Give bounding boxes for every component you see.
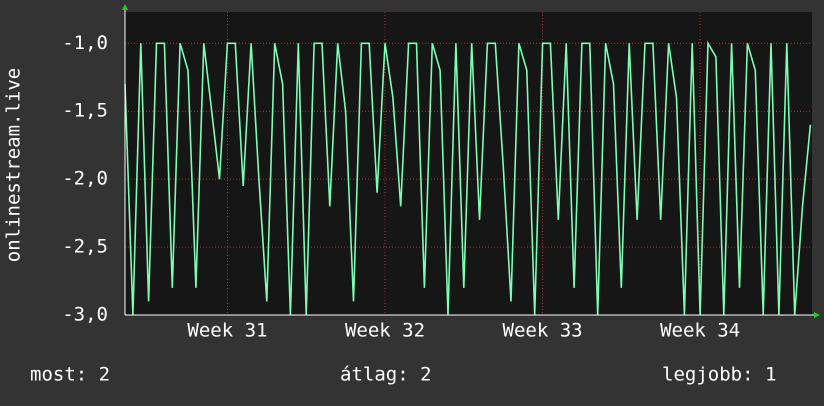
x-tick-label: Week 32 <box>345 320 425 342</box>
x-tick-label: Week 33 <box>503 320 583 342</box>
y-tick-label: -2,5 <box>62 236 108 258</box>
axis-arrow <box>122 4 128 10</box>
data-line <box>124 40 812 316</box>
x-tick-label: Week 31 <box>187 320 267 342</box>
stat-label: legjobb: 1 <box>662 364 776 386</box>
y-axis-label: onlinestream.live <box>3 68 25 262</box>
y-tick-label: -1,0 <box>62 32 108 54</box>
stat-label: átlag: 2 <box>340 364 432 386</box>
y-tick-label: -1,5 <box>62 100 108 122</box>
y-tick-label: -2,0 <box>62 168 108 190</box>
y-tick-label: -3,0 <box>62 304 108 326</box>
x-tick-label: Week 34 <box>660 320 740 342</box>
stat-label: most: 2 <box>30 364 110 386</box>
axis-arrow <box>814 312 820 318</box>
